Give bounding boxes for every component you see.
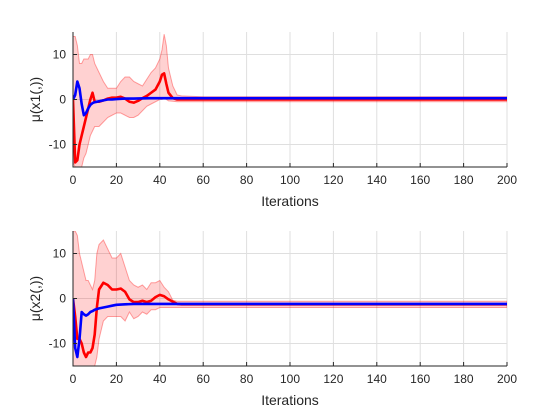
x-tick-label: 80 bbox=[240, 173, 254, 187]
x-tick-label: 20 bbox=[110, 173, 124, 187]
x-tick-label: 200 bbox=[497, 173, 517, 187]
x-tick-label: 180 bbox=[454, 173, 474, 187]
y-tick-label: -10 bbox=[49, 337, 67, 351]
x-tick-label: 160 bbox=[410, 372, 430, 386]
y-tick-label: 10 bbox=[53, 247, 67, 261]
x-tick-label: 100 bbox=[280, 372, 300, 386]
plot-area bbox=[73, 231, 507, 366]
subplot-1: 0 20 40 60 80 100 120 140 160 180 200 -10 0 10 Iterati… bbox=[27, 32, 517, 209]
x-tick-label: 160 bbox=[410, 173, 430, 187]
y-tick-label: 0 bbox=[59, 292, 66, 306]
x-tick-label: 120 bbox=[323, 372, 343, 386]
x-tick-label: 20 bbox=[110, 372, 124, 386]
x-axis-label: Iterations bbox=[261, 193, 319, 209]
x-tick-label: 0 bbox=[70, 372, 77, 386]
subplot-2: 0 20 40 60 80 100 120 140 160 180 200 -10 0 10 Iterati… bbox=[27, 231, 517, 408]
plot-area bbox=[73, 34, 507, 167]
x-tick-label: 40 bbox=[153, 372, 167, 386]
x-tick-label: 140 bbox=[367, 173, 387, 187]
x-tick-label: 140 bbox=[367, 372, 387, 386]
x-tick-label: 120 bbox=[323, 173, 343, 187]
x-tick-label: 80 bbox=[240, 372, 254, 386]
x-tick-label: 0 bbox=[70, 173, 77, 187]
x-tick-label: 100 bbox=[280, 173, 300, 187]
series-line-2 bbox=[73, 298, 507, 359]
x-axis-label: Iterations bbox=[261, 392, 319, 408]
series-line-2 bbox=[73, 80, 507, 117]
x-tick-label: 40 bbox=[153, 173, 167, 187]
y-tick-label: 10 bbox=[53, 48, 67, 62]
x-tick-label: 60 bbox=[197, 173, 211, 187]
y-tick-label: 0 bbox=[59, 93, 66, 107]
confidence-band bbox=[73, 231, 507, 366]
x-tick-label: 200 bbox=[497, 372, 517, 386]
y-axis-label: μ(x1(,)) bbox=[27, 77, 43, 122]
y-tick-label: -10 bbox=[49, 138, 67, 152]
y-axis-label: μ(x2(,)) bbox=[27, 276, 43, 321]
x-tick-label: 60 bbox=[197, 372, 211, 386]
x-tick-label: 180 bbox=[454, 372, 474, 386]
